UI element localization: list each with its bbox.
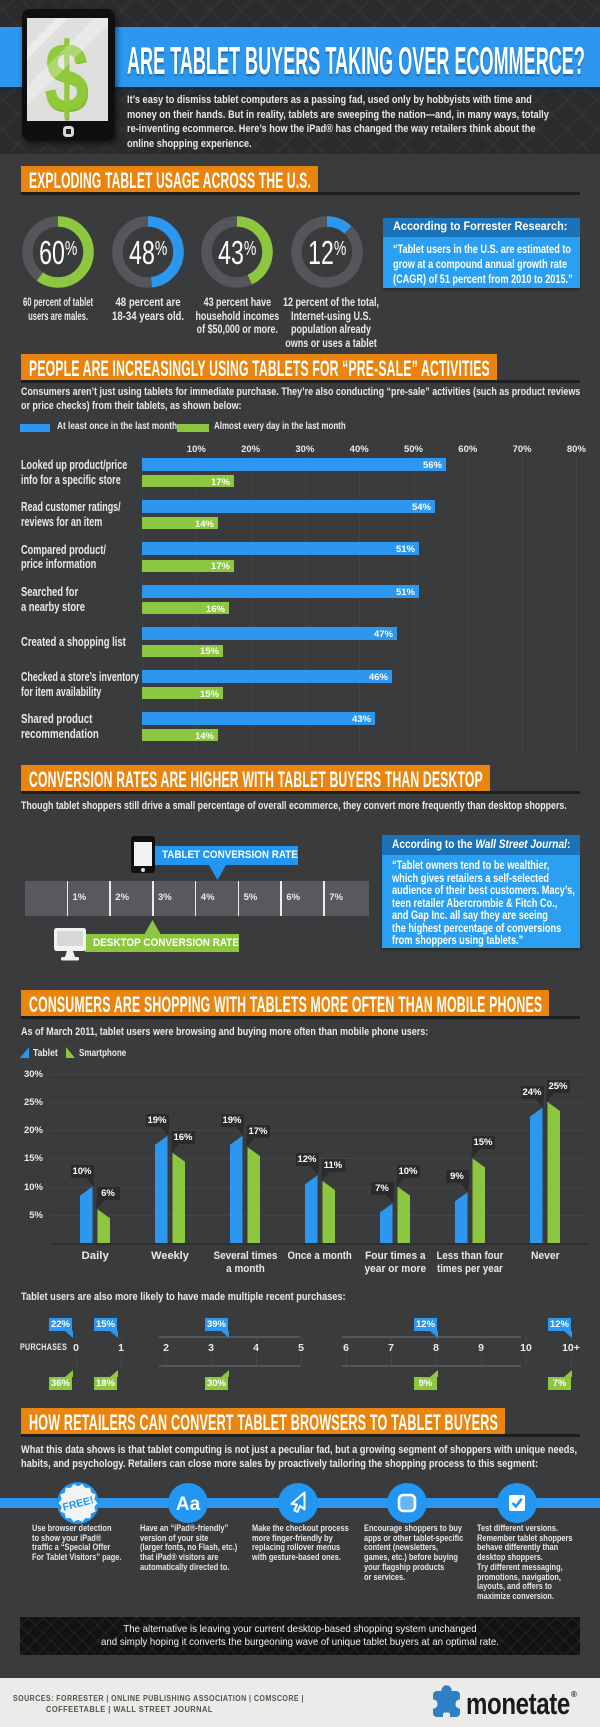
- svg-text:$: $: [45, 24, 89, 121]
- svg-text:Aa: Aa: [176, 1494, 201, 1515]
- svg-text:$: $: [44, 23, 88, 121]
